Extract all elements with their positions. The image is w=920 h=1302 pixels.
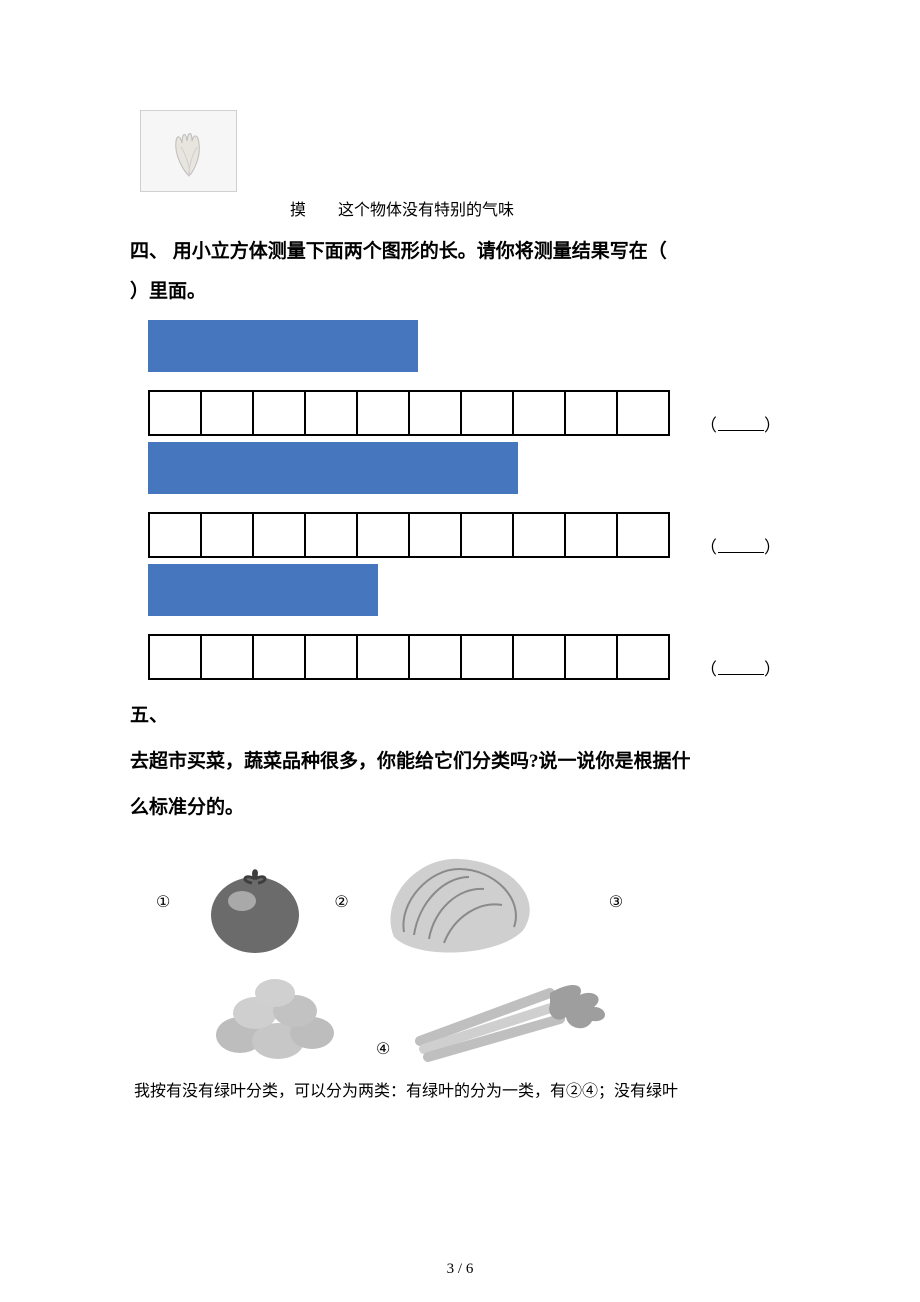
ruler-cell [618, 636, 670, 678]
potatoes-icon [200, 963, 350, 1063]
ruler-cell [358, 392, 410, 434]
ruler-cell [148, 392, 202, 434]
ruler-cell [618, 392, 670, 434]
top-line-char: 摸 [290, 202, 306, 219]
q4-measure-3: （） [148, 564, 800, 680]
ruler-cell [462, 514, 514, 556]
tomato-icon [200, 857, 310, 957]
ruler-cell [306, 392, 358, 434]
ruler-cell [514, 392, 566, 434]
ruler-cell [566, 514, 618, 556]
ruler-cell [566, 636, 618, 678]
q4-ruler-2 [148, 512, 670, 558]
ruler-cell [462, 392, 514, 434]
top-line: 摸 这个物体没有特别的气味 [290, 196, 800, 220]
q4-measure-2: （） [148, 442, 800, 558]
ruler-cell [148, 514, 202, 556]
ruler-cell [254, 636, 306, 678]
ruler-cell [306, 514, 358, 556]
q5-body-1: 去超市买菜，蔬菜品种很多，你能给它们分类吗?说一说你是根据什 [130, 742, 800, 782]
q4-blank-2: （） [700, 533, 782, 558]
q4-bar-2 [148, 442, 518, 494]
q4-text-1: 用小立方体测量下面两个图形的长。请你将测量结果写在（ [173, 241, 667, 262]
ruler-cell [566, 392, 618, 434]
ruler-cell [410, 514, 462, 556]
q4-blank-3: （） [700, 655, 782, 680]
cabbage-icon [374, 847, 544, 957]
q4-bar-3 [148, 564, 378, 616]
ruler-cell [254, 514, 306, 556]
q4-ruler-3 [148, 634, 670, 680]
q5-veg-grid: ① ② ③ [148, 847, 800, 1063]
q4-bar-1 [148, 320, 418, 372]
q4-number: 四、 [130, 241, 168, 262]
ruler-cell [358, 636, 410, 678]
q5-answer: 我按有没有绿叶分类，可以分为两类：有绿叶的分为一类，有②④；没有绿叶 [134, 1077, 800, 1101]
ruler-cell [514, 514, 566, 556]
ruler-cell [358, 514, 410, 556]
q4-text-2: ）里面。 [130, 281, 206, 302]
q4-heading-line2: ）里面。 [130, 272, 800, 312]
q5-body-2: 么标准分的。 [130, 788, 800, 828]
q4-heading: 四、 用小立方体测量下面两个图形的长。请你将测量结果写在（ [130, 232, 800, 272]
q5-label-2: ② [334, 892, 348, 912]
q4-measure-1: （） [148, 320, 800, 436]
q5-label-3: ③ [609, 892, 623, 912]
q5-label-1: ① [156, 892, 170, 912]
ruler-cell [202, 514, 254, 556]
page-number: 3 / 6 [0, 1261, 920, 1278]
ruler-cell [254, 392, 306, 434]
ruler-cell [202, 636, 254, 678]
ruler-cell [410, 636, 462, 678]
hands-image [140, 110, 237, 192]
ruler-cell [514, 636, 566, 678]
hands-icon [164, 121, 214, 181]
celery-icon [410, 963, 620, 1063]
q4-blank-1: （） [700, 411, 782, 436]
q5-number: 五、 [130, 696, 800, 736]
ruler-cell [306, 636, 358, 678]
ruler-cell [462, 636, 514, 678]
ruler-cell [202, 392, 254, 434]
top-line-desc: 这个物体没有特别的气味 [338, 202, 514, 219]
ruler-cell [148, 636, 202, 678]
ruler-cell [410, 392, 462, 434]
ruler-cell [618, 514, 670, 556]
q5-label-4: ④ [376, 1039, 390, 1059]
q4-ruler-1 [148, 390, 670, 436]
